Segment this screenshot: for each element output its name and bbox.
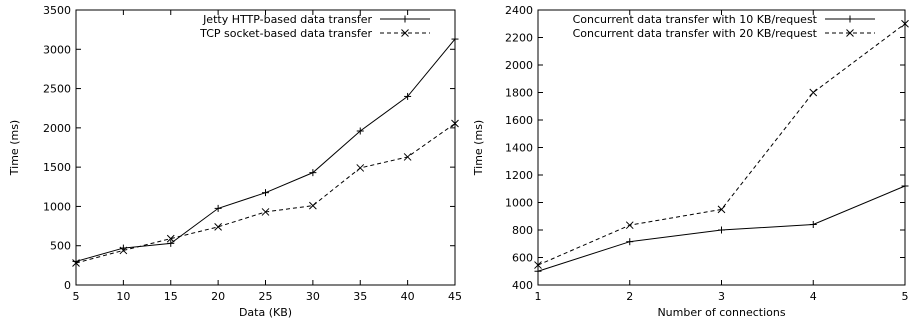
y-tick-label: 2500 (43, 83, 71, 96)
y-tick-label: 3000 (43, 43, 71, 56)
series-2: TCP socket-based data transfer (72, 27, 459, 267)
data-point (166, 234, 175, 243)
x-tick-label: 30 (306, 290, 320, 303)
data-point (625, 221, 634, 230)
x-tick-label: 15 (164, 290, 178, 303)
data-point (72, 259, 80, 267)
series-2: Concurrent data transfer with 20 KB/requ… (534, 19, 909, 269)
data-point (261, 208, 270, 216)
data-point (403, 153, 412, 161)
x-tick-label: 25 (259, 290, 273, 303)
x-axis-label: Number of connections (657, 306, 785, 319)
y-axis-label: Time (ms) (8, 120, 21, 176)
x-tick-label: 35 (353, 290, 367, 303)
x-tick-label: 5 (73, 290, 80, 303)
y-tick-label: 800 (512, 224, 533, 237)
y-tick-label: 2400 (505, 4, 533, 17)
y-tick-label: 500 (50, 240, 71, 253)
data-point (356, 164, 365, 172)
data-point (809, 88, 818, 97)
legend-marker (401, 29, 409, 37)
series-line (75, 38, 456, 262)
data-point (717, 205, 726, 214)
y-tick-label: 1200 (505, 169, 533, 182)
y-tick-label: 2000 (43, 122, 71, 135)
chart-2: 400 600 800 1000 1200 1400 1600 1800 2000 2200 240… (472, 4, 909, 319)
y-tick-label: 2200 (505, 32, 533, 45)
x-tick-label: 45 (448, 290, 462, 303)
x-tick-label: 4 (810, 290, 817, 303)
x-tick-label: 20 (211, 290, 225, 303)
data-point (901, 19, 909, 28)
legend-marker (846, 29, 854, 37)
y-tick-label: 400 (512, 279, 533, 292)
data-point (309, 201, 317, 210)
y-tick-label: 2000 (505, 59, 533, 72)
x-axis-label: Data (KB) (239, 306, 292, 319)
y-tick-label: 600 (512, 252, 533, 265)
y-tick-label: 1400 (505, 142, 533, 155)
y-axis-label: Time (ms) (472, 120, 485, 176)
series-line (537, 23, 906, 266)
series-1: Jetty HTTP-based data transfer (72, 13, 459, 265)
x-tick-label: 2 (626, 290, 633, 303)
y-tick-label: 1000 (505, 197, 533, 210)
data-point (119, 246, 128, 255)
y-tick-label: 1500 (43, 161, 71, 174)
x-tick-label: 10 (116, 290, 130, 303)
legend-label: TCP socket-based data transfer (199, 27, 372, 40)
legend-label: Jetty HTTP-based data transfer (202, 13, 372, 26)
legend-label: Concurrent data transfer with 10 KB/requ… (573, 13, 818, 26)
y-tick-label: 1800 (505, 87, 533, 100)
plot-frame (537, 9, 906, 286)
plot-frame (75, 9, 456, 286)
y-tick-label: 1600 (505, 114, 533, 127)
data-point (534, 261, 542, 269)
x-tick-label: 5 (902, 290, 909, 303)
legend-label: Concurrent data transfer with 20 KB/requ… (573, 27, 818, 40)
y-tick-label: 1000 (43, 200, 71, 213)
x-tick-label: 3 (718, 290, 725, 303)
data-point (451, 119, 459, 128)
x-tick-label: 1 (535, 290, 542, 303)
y-tick-label: 0 (64, 279, 71, 292)
chart-1: 0 500 1000 1500 2000 2500 3000 3500 5 10 15 20 25 30 3… (8, 4, 462, 319)
y-tick-label: 3500 (43, 4, 71, 17)
data-point (214, 223, 222, 231)
series-1: Concurrent data transfer with 10 KB/requ… (534, 13, 909, 275)
x-tick-label: 40 (401, 290, 415, 303)
